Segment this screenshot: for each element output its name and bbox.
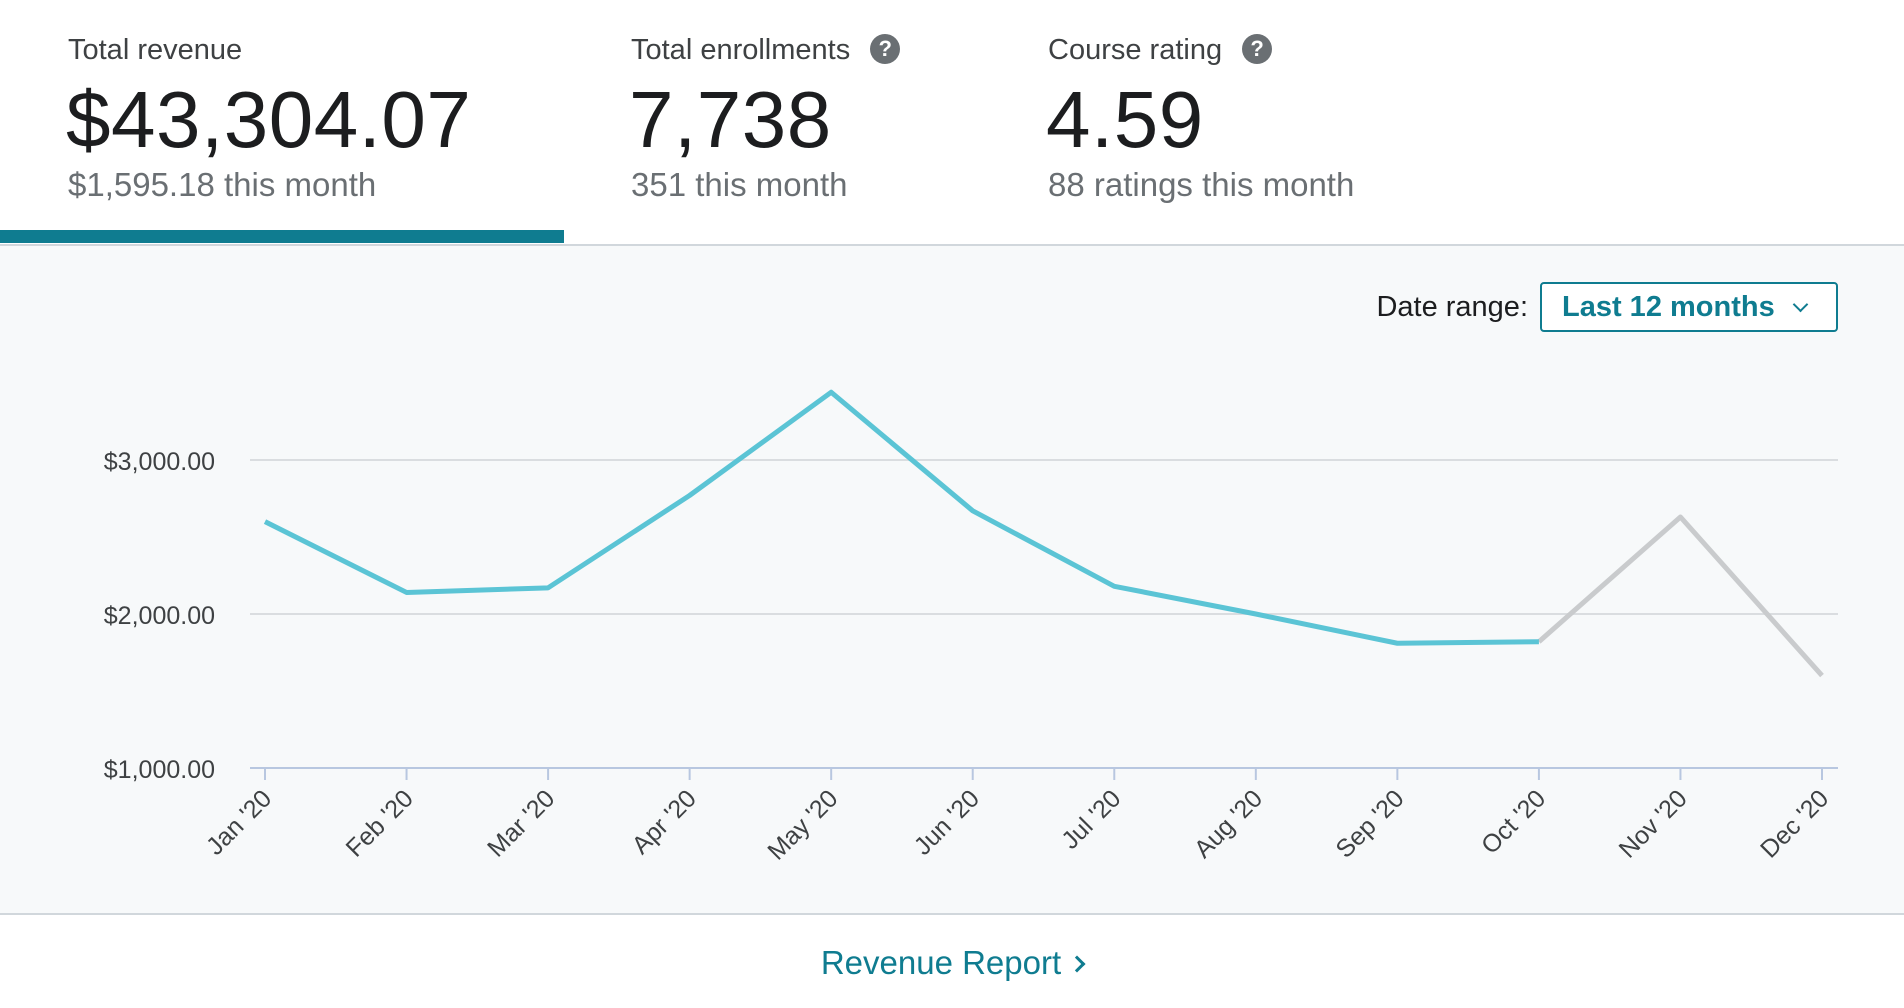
stat-label-text: Course rating [1048,34,1223,66]
chevron-right-icon [1068,955,1086,973]
stat-label: Total enrollments? [631,34,901,67]
x-tick-label: Mar '20 [482,784,560,862]
x-tick-label: May '20 [762,784,843,865]
data-point[interactable] [963,501,983,521]
chart-panel: $1,000.00 $2,000.00 $3,000.00 Jan '20 Feb '2… [0,246,1904,915]
data-point[interactable] [1246,604,1266,624]
stat-value: 7,738 [629,75,832,164]
stat-sub: 88 ratings this month [1048,166,1355,203]
series-line-partial [1537,514,1824,678]
data-point[interactable] [821,382,841,402]
chevron-down-icon [1792,296,1808,312]
stat-label: Course rating? [1048,34,1273,67]
question-circle-icon[interactable]: ? [1242,34,1273,64]
x-tick-label: Feb '20 [341,784,419,862]
stat-label: Total revenue [68,34,243,66]
date-range-label: Date range: [1376,290,1528,323]
stat-value: $43,304.07 [66,75,472,164]
x-tick-label: Sep '20 [1330,784,1409,863]
revenue-report-link[interactable]: Revenue Report [0,944,1904,982]
x-tick-label: Aug '20 [1189,784,1268,863]
x-tick-label: Apr '20 [627,784,702,859]
data-point[interactable] [397,582,417,602]
data-point[interactable] [255,512,275,532]
y-tick-label: $3,000.00 [104,448,215,476]
data-point[interactable] [1670,507,1690,527]
revenue-report-label: Revenue Report [820,944,1062,981]
x-tick-label: Jan '20 [201,784,277,860]
stat-sub: $1,595.18 this month [68,166,377,203]
x-tick-label: Jul '20 [1056,784,1126,854]
stat-label-text: Total enrollments [631,34,851,66]
data-point[interactable] [1104,576,1124,596]
data-point[interactable] [680,485,700,505]
date-range-selected: Last 12 months [1562,290,1775,323]
x-tick-label: Oct '20 [1476,784,1551,859]
y-tick-label: $2,000.00 [104,602,215,630]
date-range-control: Date range: Last 12 months [1376,282,1838,332]
x-tick-label: Nov '20 [1614,784,1693,863]
data-point[interactable] [1529,632,1549,652]
data-point[interactable] [538,578,558,598]
stat-value: 4.59 [1046,75,1204,164]
question-circle-icon[interactable]: ? [870,34,901,64]
y-tick-label: $1,000.00 [104,756,215,784]
x-tick-label: Jun '20 [909,784,985,860]
series-line-revenue [263,389,1539,646]
x-tick-label: Dec '20 [1755,784,1834,863]
date-range-select[interactable]: Last 12 months [1540,282,1838,332]
data-point[interactable] [1387,633,1407,653]
revenue-line-chart: $1,000.00 $2,000.00 $3,000.00 Jan '20 Feb '2… [104,382,1838,866]
stats-header: Total revenue $43,304.07 $1,595.18 this … [0,0,1904,246]
data-point[interactable] [1812,666,1832,686]
stat-sub: 351 this month [631,166,848,203]
active-tab-indicator [0,230,564,243]
